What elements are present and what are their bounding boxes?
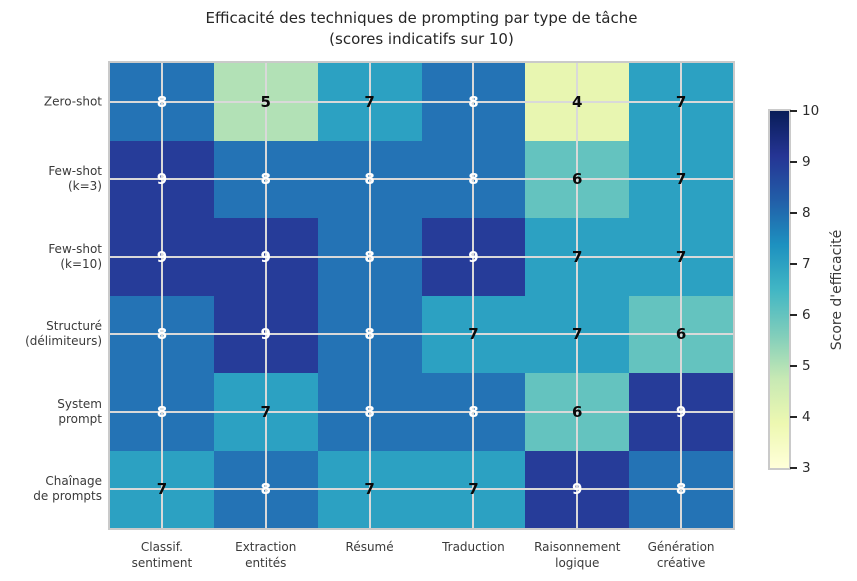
heatmap-cell-value: 8 <box>364 325 375 344</box>
grid-line-horizontal <box>110 333 733 336</box>
heatmap-cell-value: 9 <box>156 170 168 189</box>
heatmap-cell-value: 4 <box>572 92 583 111</box>
heatmap-cell-value: 9 <box>468 247 479 266</box>
colorbar-tick-mark <box>790 263 797 265</box>
heatmap-cell-value: 6 <box>572 170 583 189</box>
x-tick-label: Traduction <box>442 540 505 554</box>
heatmap-cell-value: 7 <box>675 247 687 266</box>
grid-lines <box>110 63 733 528</box>
y-tick-label: Structuré (délimiteurs) <box>25 319 102 349</box>
heatmap-cell-value: 8 <box>364 247 375 266</box>
heatmap-cell-value: 8 <box>156 402 168 421</box>
heatmap-cell-value: 5 <box>260 92 271 111</box>
heatmap-annotations: 8 5 7 8 4 7 9 8 8 8 6 7 9 9 8 9 7 7 8 9 8 7 7 6 8 7 8 8 6 9 7 8 7 7 9 8 <box>110 63 733 528</box>
colorbar-tick-mark <box>790 110 797 112</box>
heatmap-cell-value: 7 <box>260 402 271 421</box>
heatmap-cell-value: 8 <box>468 402 479 421</box>
heatmap-cell-value: 7 <box>364 480 375 499</box>
x-tick-label: Classif. sentiment <box>131 540 193 570</box>
y-tick-label: System prompt <box>57 396 102 426</box>
colorbar-tick-label: 5 <box>802 358 811 374</box>
x-tick-label: Raisonnement logique <box>534 540 621 570</box>
colorbar-tick-mark <box>790 212 797 214</box>
y-tick-label: Few-shot (k=10) <box>48 241 102 271</box>
heatmap-cell-value: 8 <box>675 480 687 499</box>
grid-line-horizontal <box>110 178 733 181</box>
colorbar-gradient <box>770 111 789 468</box>
heatmap-cell-value: 7 <box>572 325 583 344</box>
chart-title-line2: (scores indicatifs sur 10) <box>329 30 514 48</box>
y-tick-label: Zero-shot <box>43 94 102 109</box>
x-tick-label: Génération créative <box>647 540 715 570</box>
colorbar-tick-mark <box>790 365 797 367</box>
grid-line-vertical <box>368 63 371 528</box>
heatmap-cell-value: 8 <box>364 170 375 189</box>
y-tick-label: Chaînage de prompts <box>33 474 102 504</box>
grid-line-horizontal <box>110 255 733 258</box>
grid-line-vertical <box>680 63 683 528</box>
heatmap-cell-value: 6 <box>675 325 687 344</box>
heatmap-cell-value: 7 <box>468 480 479 499</box>
heatmap-cell-value: 8 <box>260 480 271 499</box>
colorbar-tick-label: 8 <box>802 205 811 221</box>
heatmap-cell-value: 9 <box>675 402 687 421</box>
colorbar-tick-label: 7 <box>802 256 811 272</box>
colorbar-tick-mark <box>790 416 797 418</box>
heatmap-cell-value: 8 <box>468 92 479 111</box>
heatmap-cell-value: 8 <box>260 170 271 189</box>
heatmap-cell-value: 7 <box>468 325 479 344</box>
colorbar-tick-mark <box>790 161 797 163</box>
colorbar-tick-label: 4 <box>802 409 811 425</box>
grid-line-vertical <box>264 63 267 528</box>
y-tick-label: Few-shot (k=3) <box>48 164 102 194</box>
colorbar-label: Score d'efficacité <box>829 229 845 351</box>
heatmap-cell-value: 9 <box>260 247 271 266</box>
grid-line-vertical <box>472 63 475 528</box>
heatmap-cell-value: 8 <box>156 325 168 344</box>
colorbar-tick-label: 6 <box>802 307 811 323</box>
colorbar-tick-mark <box>790 467 797 469</box>
heatmap-cell-value: 8 <box>156 92 168 111</box>
chart-title-line1: Efficacité des techniques de prompting p… <box>205 9 638 27</box>
heatmap-cell-value: 7 <box>364 92 375 111</box>
colorbar-tick-label: 3 <box>802 460 811 476</box>
chart-title: Efficacité des techniques de prompting p… <box>110 8 733 50</box>
grid-line-vertical <box>576 63 579 528</box>
heatmap-cell-value: 6 <box>572 402 583 421</box>
x-tick-label: Extraction entités <box>235 540 297 570</box>
heatmap-cell-value: 8 <box>468 170 479 189</box>
heatmap-cell-value: 7 <box>572 247 583 266</box>
heatmap-cell-value: 7 <box>675 170 687 189</box>
grid-line-vertical <box>160 63 163 528</box>
heatmap-cell-value: 9 <box>260 325 271 344</box>
heatmap-cell-value: 9 <box>572 480 583 499</box>
heatmap-cell-value: 9 <box>156 247 168 266</box>
heatmap-cell-value: 7 <box>675 92 687 111</box>
grid-line-horizontal <box>110 100 733 103</box>
colorbar-tick-label: 10 <box>802 103 820 119</box>
heatmap-cell-value: 7 <box>156 480 168 499</box>
colorbar-tick-mark <box>790 314 797 316</box>
colorbar-tick-label: 9 <box>802 154 811 170</box>
heatmap-cell-value: 8 <box>364 402 375 421</box>
heatmap: 8 5 7 8 4 7 9 8 8 8 6 7 9 9 8 9 7 7 8 9 8 7 7 6 8 7 8 8 6 9 7 8 7 7 9 8 <box>108 61 735 530</box>
grid-line-horizontal <box>110 410 733 413</box>
x-tick-label: Résumé <box>345 540 394 554</box>
grid-line-horizontal <box>110 488 733 491</box>
colorbar <box>768 109 791 470</box>
